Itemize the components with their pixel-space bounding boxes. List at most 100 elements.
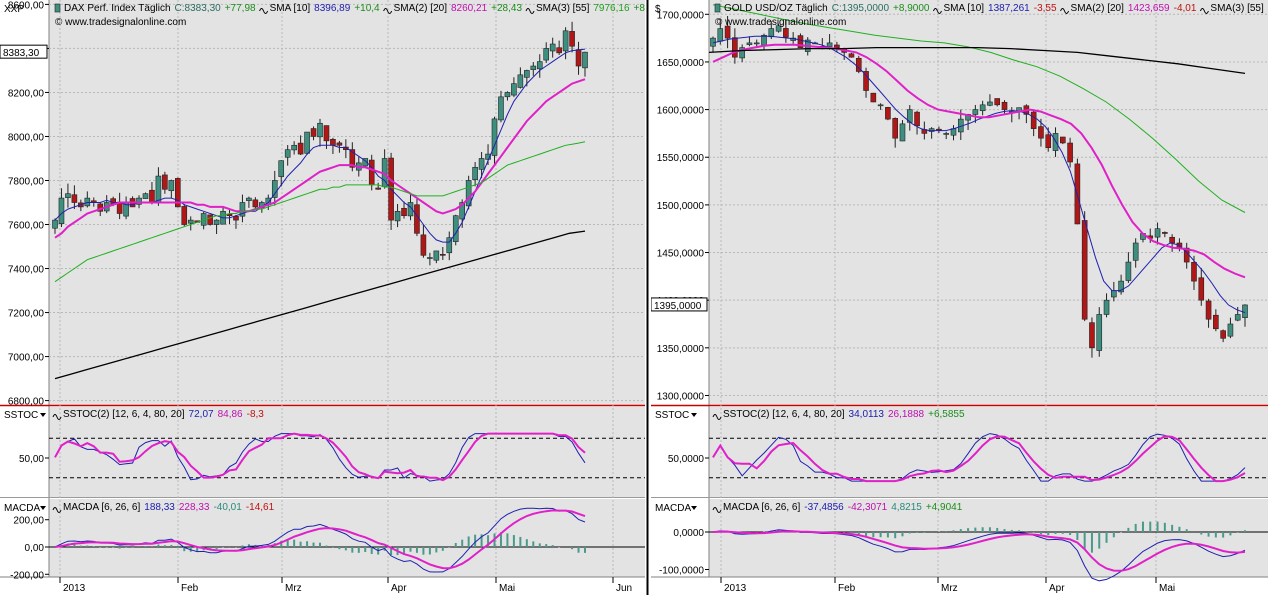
dax-candle — [583, 52, 588, 68]
dax-price-tick-label: 8200,00 — [8, 88, 45, 99]
dax-candle — [414, 205, 419, 234]
dax-sstoc-legend-item: -8,3 — [247, 409, 265, 420]
gold-candle — [762, 35, 767, 45]
gold-candle — [987, 102, 992, 105]
gold-axis-title: $ — [655, 4, 661, 15]
gold-sstoc-legend-item: 26,1888 — [888, 409, 925, 420]
dax-legend-item: 8396,89 — [314, 3, 351, 14]
gold-macd-label: MACDA — [655, 503, 691, 514]
gold-candle — [827, 43, 832, 47]
gold-legend-item: SMA [10] — [943, 3, 984, 14]
dax-macd-label: MACDA — [4, 503, 40, 514]
dax-candle — [563, 31, 568, 51]
dax-macd-legend-item: MACDA [6, 26, 6] — [63, 502, 140, 513]
gold-candle — [1031, 112, 1036, 129]
dax-candle — [498, 97, 503, 120]
dax-xaxis-bg — [0, 577, 645, 595]
gold-price-tick-label: 1650,0000 — [657, 58, 705, 69]
gold-macd-legend-item: 4,8215 — [891, 502, 922, 513]
gold-price-tick-label: 1300,0000 — [657, 391, 705, 402]
dax-candle — [208, 215, 213, 225]
dax-candle — [434, 251, 439, 260]
dax-candle — [253, 200, 258, 207]
gold-candle — [1191, 262, 1196, 281]
dax-candle — [305, 132, 310, 153]
dax-candle — [330, 139, 335, 145]
gold-legend-item: 1423,659 — [1128, 3, 1170, 14]
dax-legend-item: 7976,16 — [593, 3, 630, 14]
gold-main-panel — [709, 0, 1268, 405]
gold-candle — [1162, 232, 1167, 233]
dax-sstoc-label: SSTOC — [4, 410, 38, 421]
dax-month-label: Jun — [616, 583, 632, 594]
gold-price-tick-label: 1500,0000 — [657, 201, 705, 212]
dax-candle — [473, 167, 478, 179]
gold-candle — [944, 133, 949, 134]
dax-legend-item: +28,43 — [491, 3, 522, 14]
gold-legend-item: -4,01 — [1174, 3, 1197, 14]
dax-candle — [402, 208, 407, 215]
dax-price-tick-label: 7200,00 — [8, 309, 45, 320]
dax-legend-item: DAX Perf. Index Täglich — [64, 3, 171, 14]
gold-candle — [747, 43, 752, 45]
gold-candle — [769, 29, 774, 37]
gold-legend-item: C:1395,0000 — [832, 3, 890, 14]
dax-candle — [318, 123, 323, 137]
dax-candle — [311, 129, 316, 137]
dax-candle — [188, 220, 193, 223]
gold-sstoc-legend-item: +6,5855 — [928, 409, 965, 420]
gold-candle — [732, 38, 737, 57]
dax-sstoc-panel — [49, 407, 645, 497]
gold-candle — [1126, 262, 1131, 280]
dax-candle — [149, 190, 154, 202]
gold-candle — [783, 28, 788, 37]
gold-price-tick-label: 1350,0000 — [657, 344, 705, 355]
gold-legend-candle-icon — [715, 4, 720, 12]
dax-macd-legend-item: 228,33 — [179, 502, 210, 513]
dax-legend-item: SMA(3) [55] — [536, 3, 590, 14]
gold-candle — [864, 71, 869, 90]
gold-candle — [1002, 102, 1007, 109]
gold-candle — [915, 112, 920, 126]
gold-legend-item: SMA(2) [20] — [1071, 3, 1125, 14]
gold-candle — [1046, 135, 1051, 148]
dax-candle — [59, 198, 64, 224]
dax-candle — [233, 216, 238, 220]
dax-candle — [479, 158, 484, 169]
dax-legend-candle-icon — [55, 4, 60, 12]
gold-candle — [878, 105, 883, 106]
gold-candle — [1221, 331, 1226, 339]
gold-sstoc-panel — [709, 407, 1268, 497]
dax-candle — [272, 180, 277, 197]
gold-candle — [849, 54, 854, 57]
dax-candle — [395, 211, 400, 221]
dax-sstoc-legend-item: SSTOC(2) [12, 6, 4, 80, 20] — [63, 409, 185, 420]
dax-candle — [376, 188, 381, 189]
gold-month-label: Feb — [838, 583, 856, 594]
dax-legend-item: SMA(2) [20] — [394, 3, 448, 14]
dax-candle — [511, 84, 516, 95]
gold-sstoc-legend-item: 34,0113 — [849, 409, 885, 420]
gold-macd-tick-label: -100,0000 — [659, 566, 704, 577]
dax-month-label: Mrz — [285, 583, 302, 594]
dax-candle — [324, 126, 329, 141]
dax-candle — [246, 198, 251, 201]
gold-candle — [1038, 127, 1043, 139]
dax-watermark: © www.tradesignalonline.com — [55, 17, 186, 28]
dax-macd-tick-label: 0,00 — [25, 543, 45, 554]
dax-candle — [453, 216, 458, 242]
gold-macd-legend-item: -42,3071 — [848, 502, 888, 513]
gold-candle — [1155, 229, 1160, 237]
dax-candle — [298, 143, 303, 154]
gold-candle — [1213, 315, 1218, 329]
dax-legend-item: SMA [10] — [270, 3, 311, 14]
dax-candle — [570, 31, 575, 46]
gold-month-label: Apr — [1049, 583, 1065, 594]
gold-candle — [754, 43, 759, 44]
dax-candle — [53, 220, 58, 228]
dax-candle — [576, 50, 581, 66]
gold-legend-item: SMA(3) [55] — [1210, 3, 1264, 14]
dax-macd-tick-label: 200,00 — [13, 516, 44, 527]
